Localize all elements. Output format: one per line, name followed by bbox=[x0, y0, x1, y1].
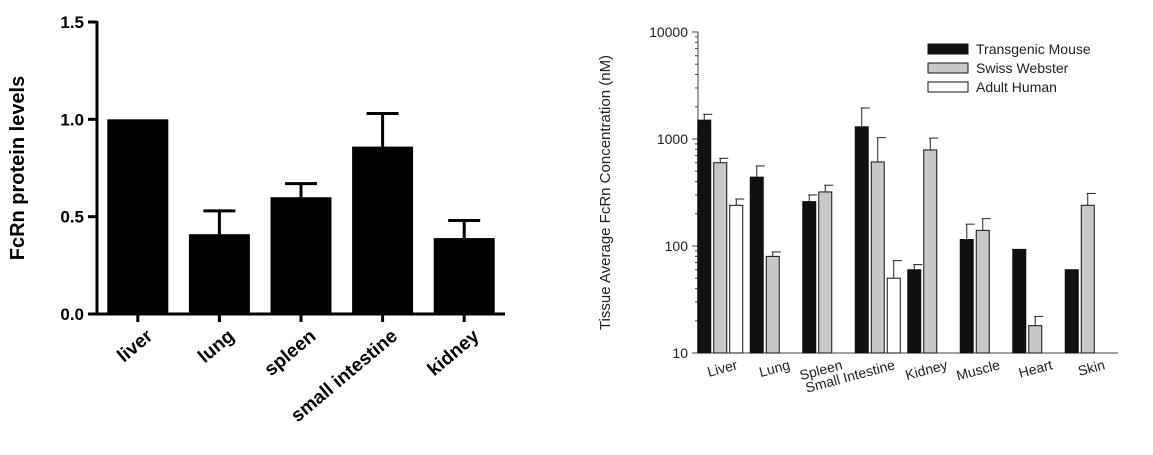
legend-label: Adult Human bbox=[976, 79, 1057, 95]
legend-label: Swiss Webster bbox=[976, 60, 1069, 76]
y-tick-label: 0.0 bbox=[60, 305, 84, 324]
x-tick-label: Kidney bbox=[904, 356, 949, 383]
y-tick-label: 1000 bbox=[657, 131, 688, 147]
bar-transgenic-mouse bbox=[749, 176, 764, 354]
x-tick-label: Muscle bbox=[955, 356, 1002, 383]
legend-swatch-swiss-webster bbox=[927, 62, 969, 74]
right-chart: 10 100 1000 10000 Tissue Average FcRn Concen… bbox=[590, 0, 1153, 455]
bar-swiss-webster bbox=[870, 161, 885, 354]
bar-small-intestine bbox=[352, 146, 414, 314]
bar-liver bbox=[107, 119, 169, 314]
left-chart: 0.0 0.5 1.0 1.5 FcRn protein levels liver lung… bbox=[0, 0, 560, 455]
bar-transgenic-mouse bbox=[802, 201, 817, 354]
legend-swatch-transgenic-mouse bbox=[927, 43, 969, 55]
x-tick-label: Heart bbox=[1017, 356, 1054, 380]
legend-swatch-adult-human bbox=[927, 81, 969, 93]
bar-kidney bbox=[433, 238, 495, 314]
bar-transgenic-mouse bbox=[697, 119, 712, 354]
bar-swiss-webster bbox=[1080, 204, 1095, 354]
x-tick-label: liver bbox=[114, 325, 158, 367]
bar-spleen bbox=[270, 197, 332, 314]
y-tick-label: 1.5 bbox=[60, 13, 84, 32]
x-tick-label: Liver bbox=[706, 356, 740, 379]
y-tick-label: 100 bbox=[665, 238, 689, 254]
bar-swiss-webster bbox=[923, 149, 938, 354]
bar-lung bbox=[188, 234, 250, 314]
bar-adult-human bbox=[886, 277, 901, 354]
x-tick-label: Skin bbox=[1076, 356, 1106, 379]
right-chart-svg: 10 100 1000 10000 Tissue Average FcRn Concen… bbox=[597, 24, 1118, 396]
y-axis-label: Tissue Average FcRn Concentration (nM) bbox=[597, 55, 614, 330]
x-tick-label: Lung bbox=[757, 356, 791, 380]
bar-adult-human bbox=[729, 204, 744, 354]
left-chart-svg: 0.0 0.5 1.0 1.5 FcRn protein levels liver lung… bbox=[7, 13, 505, 427]
bar-transgenic-mouse bbox=[907, 269, 922, 354]
bar-transgenic-mouse bbox=[1012, 248, 1027, 354]
bar-transgenic-mouse bbox=[959, 239, 974, 354]
bar-swiss-webster bbox=[975, 229, 990, 354]
y-axis-label: FcRn protein levels bbox=[7, 76, 29, 261]
y-tick-label: 10000 bbox=[649, 24, 688, 40]
y-tick-label: 10 bbox=[672, 345, 688, 361]
bar-transgenic-mouse bbox=[854, 126, 869, 354]
bar-transgenic-mouse bbox=[1064, 269, 1079, 354]
legend-label: Transgenic Mouse bbox=[976, 41, 1091, 57]
bar-swiss-webster bbox=[713, 162, 728, 354]
y-tick-label: 0.5 bbox=[60, 208, 84, 227]
bar-swiss-webster bbox=[765, 255, 780, 354]
x-tick-label: spleen bbox=[261, 326, 321, 381]
y-tick-label: 1.0 bbox=[60, 110, 84, 129]
bar-swiss-webster bbox=[1028, 325, 1043, 354]
bar-swiss-webster bbox=[818, 191, 833, 354]
x-tick-label: lung bbox=[194, 326, 238, 368]
x-tick-label: kidney bbox=[424, 325, 484, 380]
